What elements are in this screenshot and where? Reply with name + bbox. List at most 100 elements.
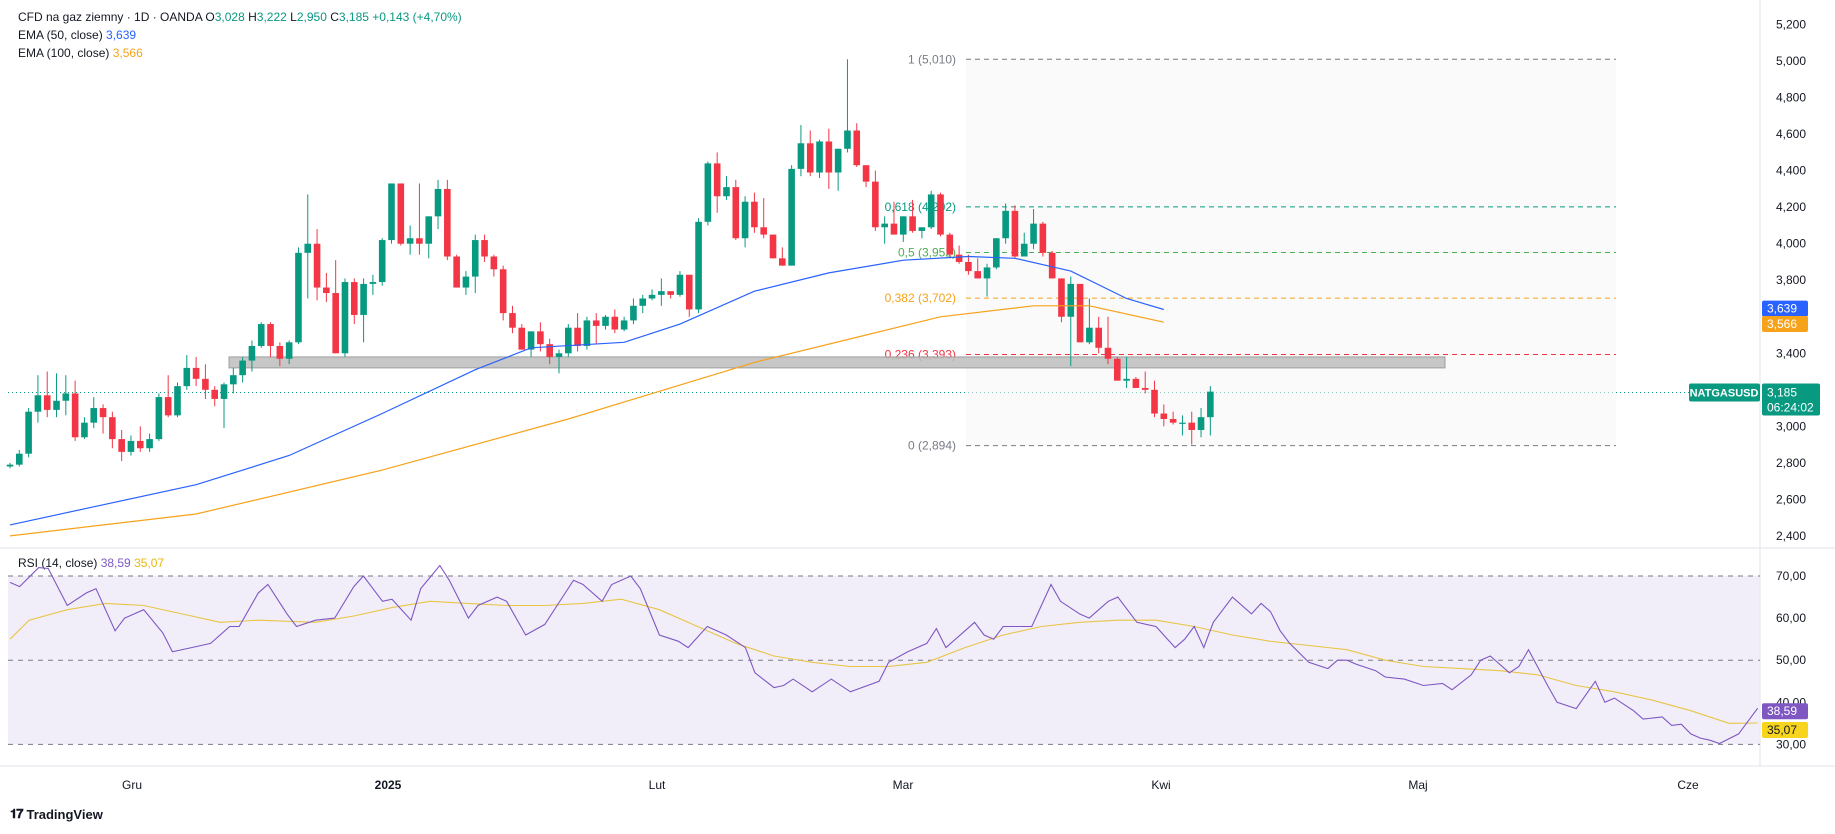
candle: [155, 393, 163, 441]
candle-body: [462, 276, 470, 288]
candle: [611, 309, 619, 334]
candle-body: [127, 440, 135, 452]
candle: [648, 289, 656, 301]
candle: [872, 170, 879, 231]
candle-body: [211, 389, 219, 399]
price-tick-label: 5,000: [1776, 54, 1806, 68]
candle-body: [1030, 223, 1037, 244]
candle: [490, 254, 498, 277]
candle: [555, 349, 563, 374]
candle-body: [862, 165, 870, 182]
candle: [639, 294, 647, 314]
tradingview-icon: 𝟏𝟕: [10, 806, 24, 821]
candle: [797, 125, 805, 177]
candle: [816, 139, 823, 178]
candle: [658, 278, 665, 306]
candle: [881, 216, 888, 244]
candle-body: [323, 287, 330, 294]
price-tick-label: 4,600: [1776, 127, 1806, 141]
candle: [127, 435, 135, 456]
change-value: +0,143 (+4,70%): [372, 10, 462, 24]
symbol-tag-bg: [1689, 383, 1760, 402]
candle: [71, 380, 79, 441]
fibonacci-retracement[interactable]: 1 (5,010) 0,618 (4,202) 0,5 (3,952) 0,382 (…: [885, 52, 1616, 453]
candle-body: [797, 143, 805, 169]
candle: [723, 176, 730, 200]
candle: [537, 322, 544, 352]
support-zone[interactable]: [228, 356, 1446, 369]
ema50-label: EMA (50, close): [18, 28, 103, 42]
candle-body: [1086, 327, 1093, 343]
candle-body: [1002, 210, 1009, 239]
candle: [546, 338, 553, 365]
candle: [1113, 356, 1121, 381]
candle-body: [90, 408, 98, 423]
candle-body: [611, 316, 619, 330]
candle-body: [704, 163, 712, 222]
candle-body: [183, 367, 191, 387]
candles: [6, 59, 1214, 469]
candle-body: [899, 216, 907, 235]
open-value: 3,028: [214, 10, 245, 24]
high-value: 3,222: [256, 10, 287, 24]
symbol-tag: NATGASUSD: [1690, 388, 1759, 400]
candle-body: [537, 331, 544, 345]
candle: [630, 298, 637, 325]
tradingview-logo[interactable]: 𝟏𝟕 TradingView: [10, 806, 103, 822]
candle-body: [276, 345, 284, 359]
low-label: L: [290, 10, 297, 24]
candle: [565, 324, 572, 357]
candle: [230, 367, 237, 394]
candle-body: [1188, 422, 1196, 430]
rsi-legend[interactable]: RSI (14, close) 38,59 35,07: [18, 556, 164, 570]
price-tick-label: 2,800: [1776, 456, 1806, 470]
candle-body: [99, 408, 107, 418]
candle: [1039, 221, 1047, 257]
open-label: O: [205, 10, 215, 24]
candle-body: [565, 327, 572, 354]
candle: [1132, 377, 1140, 388]
ema100-legend[interactable]: EMA (100, close) 3,566: [18, 46, 143, 60]
candle-body: [574, 327, 581, 346]
countdown-tag: 06:24:02: [1767, 401, 1814, 415]
time-tick-label: Kwi: [1151, 778, 1170, 792]
ema50-legend[interactable]: EMA (50, close) 3,639: [18, 28, 136, 42]
candle: [955, 245, 963, 264]
candle-body: [1123, 378, 1130, 381]
symbol-legend: CFD na gaz ziemny · 1D · OANDA O3,028 H3…: [18, 10, 462, 24]
candle: [1207, 386, 1214, 436]
candle: [406, 225, 414, 255]
candle: [1123, 356, 1130, 388]
candle: [369, 274, 377, 295]
candle-body: [872, 181, 879, 228]
candle: [779, 247, 786, 266]
candle-body: [360, 283, 367, 315]
candle-body: [983, 267, 991, 279]
fib-level-label: 0,382 (3,702): [885, 291, 956, 305]
candle: [99, 404, 107, 434]
candle: [890, 201, 898, 235]
candle-body: [62, 393, 70, 401]
candle-body: [1179, 422, 1186, 424]
rsi-line: [9, 564, 1759, 745]
candle: [620, 316, 628, 332]
time-tick-label: 2025: [375, 778, 402, 792]
candle: [90, 397, 98, 429]
candle: [1020, 232, 1028, 257]
candle-body: [341, 282, 349, 354]
candle-body: [592, 320, 600, 326]
fib-level-label: 0,618 (4,202): [885, 200, 956, 214]
candle: [248, 340, 256, 372]
candle-body: [1095, 327, 1102, 348]
candle: [1002, 203, 1009, 244]
candle-body: [620, 320, 628, 330]
rsi-ma-tag-bg: [1762, 722, 1808, 739]
candle-body: [1197, 417, 1205, 430]
candle-body: [909, 216, 916, 231]
candle-body: [1058, 278, 1065, 317]
candle-body: [806, 143, 814, 173]
rsi-tick-label: 60,00: [1776, 611, 1806, 625]
candle-body: [81, 422, 88, 438]
candle-body: [1104, 347, 1112, 359]
